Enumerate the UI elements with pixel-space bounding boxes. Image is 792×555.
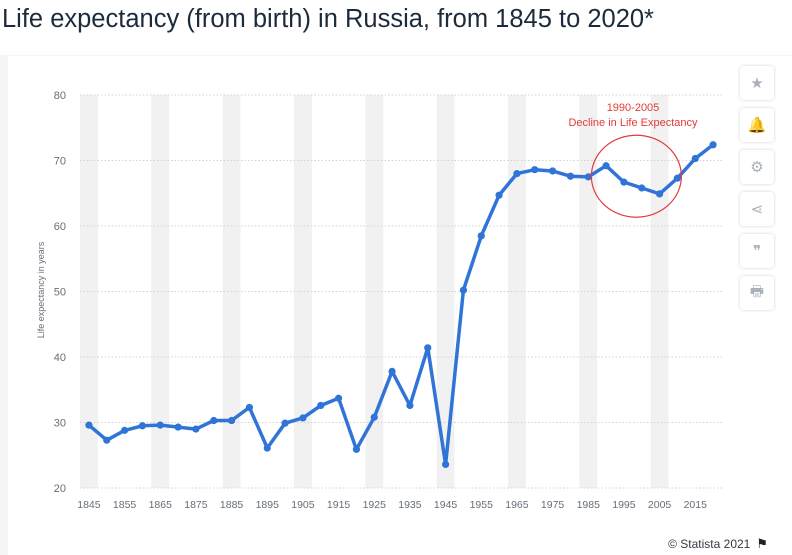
- data-point[interactable]: [531, 166, 539, 174]
- data-point[interactable]: [210, 416, 218, 425]
- x-axis-ticks: 1845 1855 1865 1875 1885 1895 1905 1915 1925 1935…: [77, 499, 707, 511]
- print-icon: 🖶: [749, 282, 765, 300]
- data-point[interactable]: [584, 173, 592, 181]
- x-tick-label: 1945: [434, 499, 458, 511]
- star-icon: ★: [750, 75, 764, 92]
- stripe-band: [80, 95, 98, 488]
- data-point[interactable]: [370, 413, 378, 421]
- data-point[interactable]: [103, 436, 111, 444]
- data-point[interactable]: [174, 423, 182, 431]
- x-tick-label: 1995: [612, 499, 636, 511]
- share-icon: ⋖: [750, 201, 764, 218]
- data-point[interactable]: [602, 162, 610, 170]
- x-tick-label: 1925: [363, 499, 387, 511]
- data-point[interactable]: [245, 403, 254, 412]
- data-point[interactable]: [120, 426, 129, 434]
- data-point[interactable]: [477, 232, 485, 240]
- data-point[interactable]: [424, 344, 432, 352]
- y-tick-label: 40: [54, 352, 66, 364]
- x-tick-label: 1885: [220, 499, 244, 511]
- data-point[interactable]: [655, 190, 664, 198]
- x-tick-label: 1915: [327, 499, 351, 511]
- x-tick-label: 1975: [541, 499, 565, 511]
- x-tick-label: 1905: [291, 499, 315, 511]
- gear-icon: ⚙: [750, 159, 764, 176]
- data-point[interactable]: [156, 421, 164, 429]
- data-point[interactable]: [620, 178, 628, 186]
- data-point[interactable]: [192, 425, 200, 433]
- gear-button[interactable]: ⚙: [740, 150, 774, 184]
- x-tick-label: 1845: [77, 499, 101, 511]
- share-button[interactable]: ⋖: [740, 192, 774, 226]
- x-tick-label: 1855: [113, 499, 137, 511]
- x-tick-label: 1895: [256, 499, 280, 511]
- x-tick-label: 2005: [648, 499, 672, 511]
- stripe-band: [294, 95, 312, 488]
- data-point[interactable]: [317, 401, 325, 410]
- data-point[interactable]: [673, 174, 682, 182]
- stripe-band: [508, 95, 526, 488]
- bell-button[interactable]: 🔔: [740, 108, 774, 142]
- data-point[interactable]: [709, 141, 717, 149]
- flag-icon[interactable]: ⚑: [756, 536, 768, 551]
- star-button[interactable]: ★: [740, 66, 774, 100]
- x-tick-label: 2015: [684, 499, 708, 511]
- data-point[interactable]: [513, 170, 521, 178]
- data-point[interactable]: [691, 154, 699, 163]
- y-tick-label: 80: [54, 90, 66, 102]
- data-point[interactable]: [388, 367, 396, 376]
- x-tick-label: 1935: [398, 499, 422, 511]
- annotation-period: 1990-2005: [607, 102, 660, 114]
- bell-icon: 🔔: [747, 117, 767, 134]
- data-point[interactable]: [281, 419, 289, 427]
- data-point[interactable]: [406, 401, 414, 410]
- series-line: [87, 143, 715, 467]
- x-tick-label: 1955: [470, 499, 494, 511]
- y-tick-label: 20: [54, 483, 66, 495]
- data-point[interactable]: [334, 394, 343, 402]
- data-point[interactable]: [299, 414, 307, 422]
- data-point[interactable]: [138, 422, 147, 430]
- data-point[interactable]: [459, 286, 468, 294]
- data-point[interactable]: [227, 416, 236, 425]
- y-tick-label: 30: [54, 418, 66, 430]
- data-point[interactable]: [566, 172, 575, 180]
- y-tick-label: 70: [54, 156, 66, 168]
- x-tick-label: 1965: [505, 499, 529, 511]
- x-tick-label: 1865: [149, 499, 173, 511]
- page-title: Life expectancy (from birth) in Russia, …: [2, 5, 654, 33]
- y-axis-ticks: 20 30 40 50 60 70 80: [54, 90, 66, 495]
- data-point[interactable]: [263, 444, 271, 452]
- y-axis-label: Life expectancy in years: [36, 241, 46, 338]
- data-points: [85, 141, 717, 469]
- side-toolbar: ★ 🔔 ⚙ ⋖ ❞ 🖶: [740, 66, 774, 318]
- data-point[interactable]: [85, 421, 93, 429]
- data-point[interactable]: [638, 184, 646, 192]
- annotation-text: Decline in Life Expectancy: [568, 117, 698, 129]
- stripe-band: [436, 95, 455, 488]
- data-point[interactable]: [441, 460, 450, 469]
- data-point[interactable]: [495, 191, 503, 199]
- x-tick-label: 1875: [184, 499, 208, 511]
- data-point[interactable]: [352, 445, 361, 453]
- print-button[interactable]: 🖶: [740, 276, 774, 310]
- annotation-circle: [590, 134, 683, 218]
- footer: © Statista 2021 ⚑: [668, 536, 768, 552]
- quote-icon: ❞: [752, 243, 762, 260]
- quote-button[interactable]: ❞: [740, 234, 774, 268]
- y-tick-label: 60: [54, 221, 66, 233]
- copyright-credit[interactable]: © Statista 2021: [668, 537, 751, 551]
- stripe-band: [151, 95, 170, 488]
- data-point[interactable]: [548, 167, 557, 175]
- x-tick-label: 1985: [577, 499, 601, 511]
- y-tick-label: 50: [54, 287, 66, 299]
